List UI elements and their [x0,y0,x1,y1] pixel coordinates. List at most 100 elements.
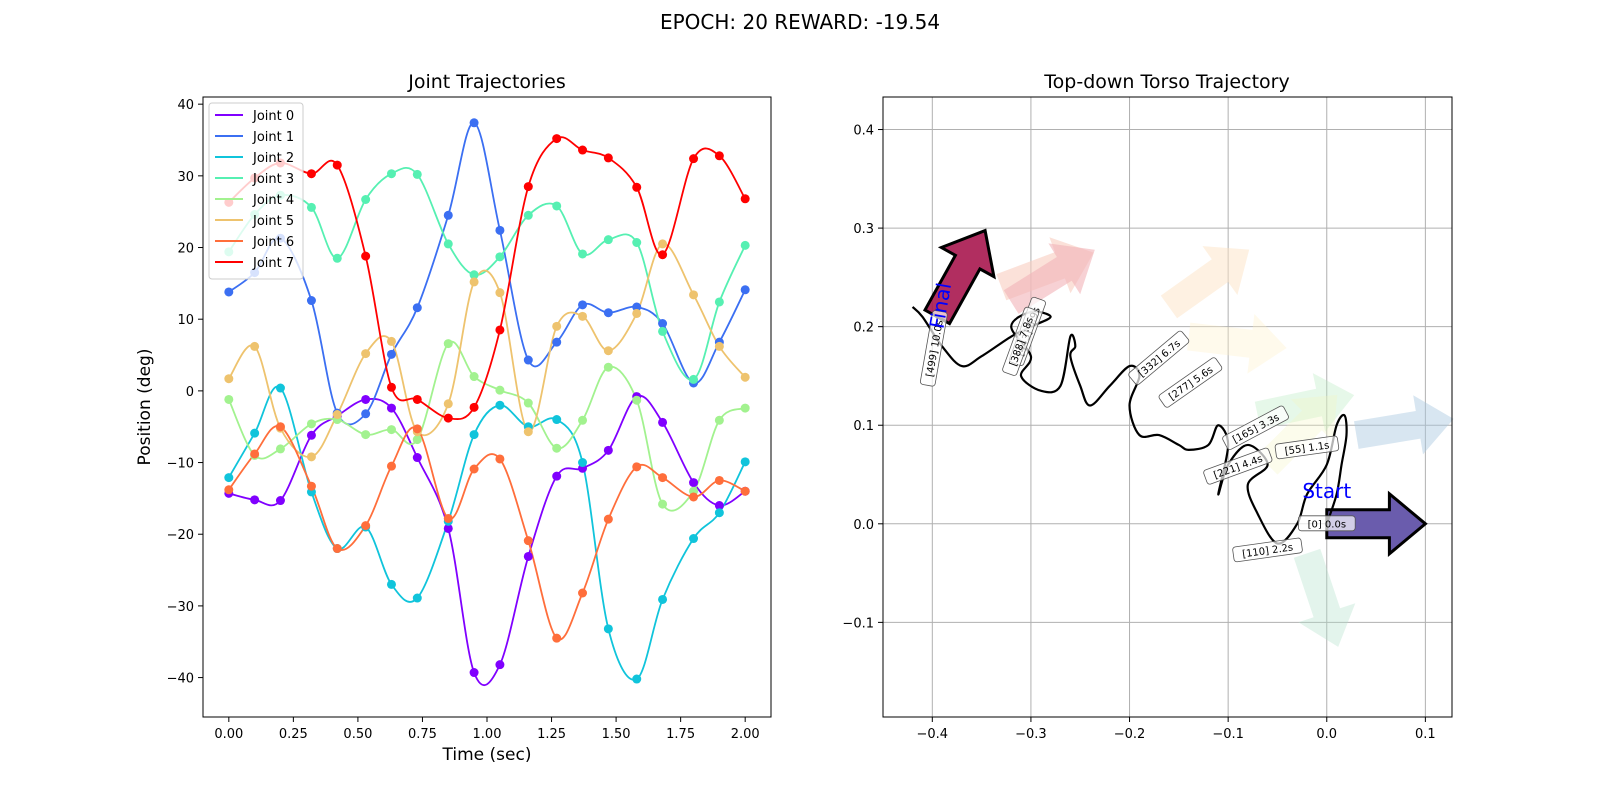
data-point [361,194,371,204]
data-point [361,521,371,531]
data-point [443,399,453,409]
data-point [275,422,285,432]
data-point [578,415,588,425]
series-line [228,121,746,426]
data-point [552,633,562,643]
legend-box [208,102,304,280]
data-point [658,250,668,260]
data-point [740,194,750,204]
data-point [386,382,396,392]
data-point [523,210,533,220]
data-point [332,410,342,420]
data-point [740,486,750,496]
data-point [443,413,453,423]
heading-arrow [1325,490,1428,558]
data-point [361,251,371,261]
data-point [250,428,260,438]
data-point [386,336,396,346]
data-point [469,430,479,440]
y-tick-label: 0.3 [853,222,874,237]
x-tick-label: 1.50 [602,727,631,742]
data-point [469,464,479,474]
data-point [632,238,642,248]
data-point [495,454,505,464]
data-point [578,300,588,310]
data-point [552,337,562,347]
data-point [658,417,668,427]
data-point [632,674,642,684]
data-point [714,341,724,351]
legend-entry: Joint 2 [252,151,294,166]
data-point [495,325,505,335]
data-point [658,318,668,328]
start-label: Start [1302,479,1351,503]
data-point [275,444,285,454]
data-point [412,303,422,313]
data-point [658,594,668,604]
series-line [228,243,746,458]
data-point [495,400,505,410]
heading-label: [55] 1.1s [1274,435,1340,460]
data-point [714,415,724,425]
x-tick-label: −0.4 [917,727,949,742]
data-point [603,514,613,524]
heading-arrow [1160,246,1250,319]
data-point [275,496,285,506]
data-point [523,398,533,408]
legend-entry: Joint 4 [252,193,294,208]
data-point [714,501,724,511]
x-tick-label: 2.00 [731,727,760,742]
data-point [689,492,699,502]
y-tick-label: −0.1 [842,616,874,631]
y-tick-label: 0.1 [853,419,874,434]
data-point [469,118,479,128]
data-point [306,169,316,179]
data-point [386,403,396,413]
heading-label-box [1222,405,1289,450]
heading-arrow [1293,548,1356,647]
data-point [523,182,533,192]
x-tick-label: 0.0 [1316,727,1337,742]
data-point [412,394,422,404]
data-point [578,145,588,155]
data-point [740,457,750,467]
data-point [689,534,699,544]
data-point [658,326,668,336]
data-point [412,424,422,434]
x-tick-label: 1.75 [666,727,695,742]
data-point [361,430,371,440]
data-point [523,551,533,561]
data-point [469,277,479,287]
data-point [306,481,316,491]
data-point [412,169,422,179]
data-point [412,593,422,603]
data-point [603,346,613,356]
y-axis-label: Position (deg) [135,349,155,466]
trajectory-line [911,306,1348,545]
y-tick-label: 40 [177,98,194,113]
data-point [443,239,453,249]
data-point [632,462,642,472]
data-point [578,249,588,259]
plot-title: Top-down Torso Trajectory [1043,71,1289,93]
data-point [386,425,396,435]
legend-entry: Joint 3 [252,172,294,187]
heading-label-box [1128,330,1190,385]
data-point [740,240,750,250]
legend-entry: Joint 6 [252,235,294,250]
data-point [523,427,533,437]
data-point [306,430,316,440]
data-point [443,513,453,523]
data-point [306,452,316,462]
legend-entry: Joint 7 [252,256,294,271]
figure-title: EPOCH: 20 REWARD: -19.54 [659,10,941,34]
data-point [275,383,285,393]
plot-frame [882,96,1453,718]
heading-label-box [1002,306,1040,376]
data-point [552,201,562,211]
heading-label: [0] 0.0s [1298,515,1356,532]
data-point [443,523,453,533]
data-point [552,443,562,453]
data-point [552,415,562,425]
data-point [495,225,505,235]
